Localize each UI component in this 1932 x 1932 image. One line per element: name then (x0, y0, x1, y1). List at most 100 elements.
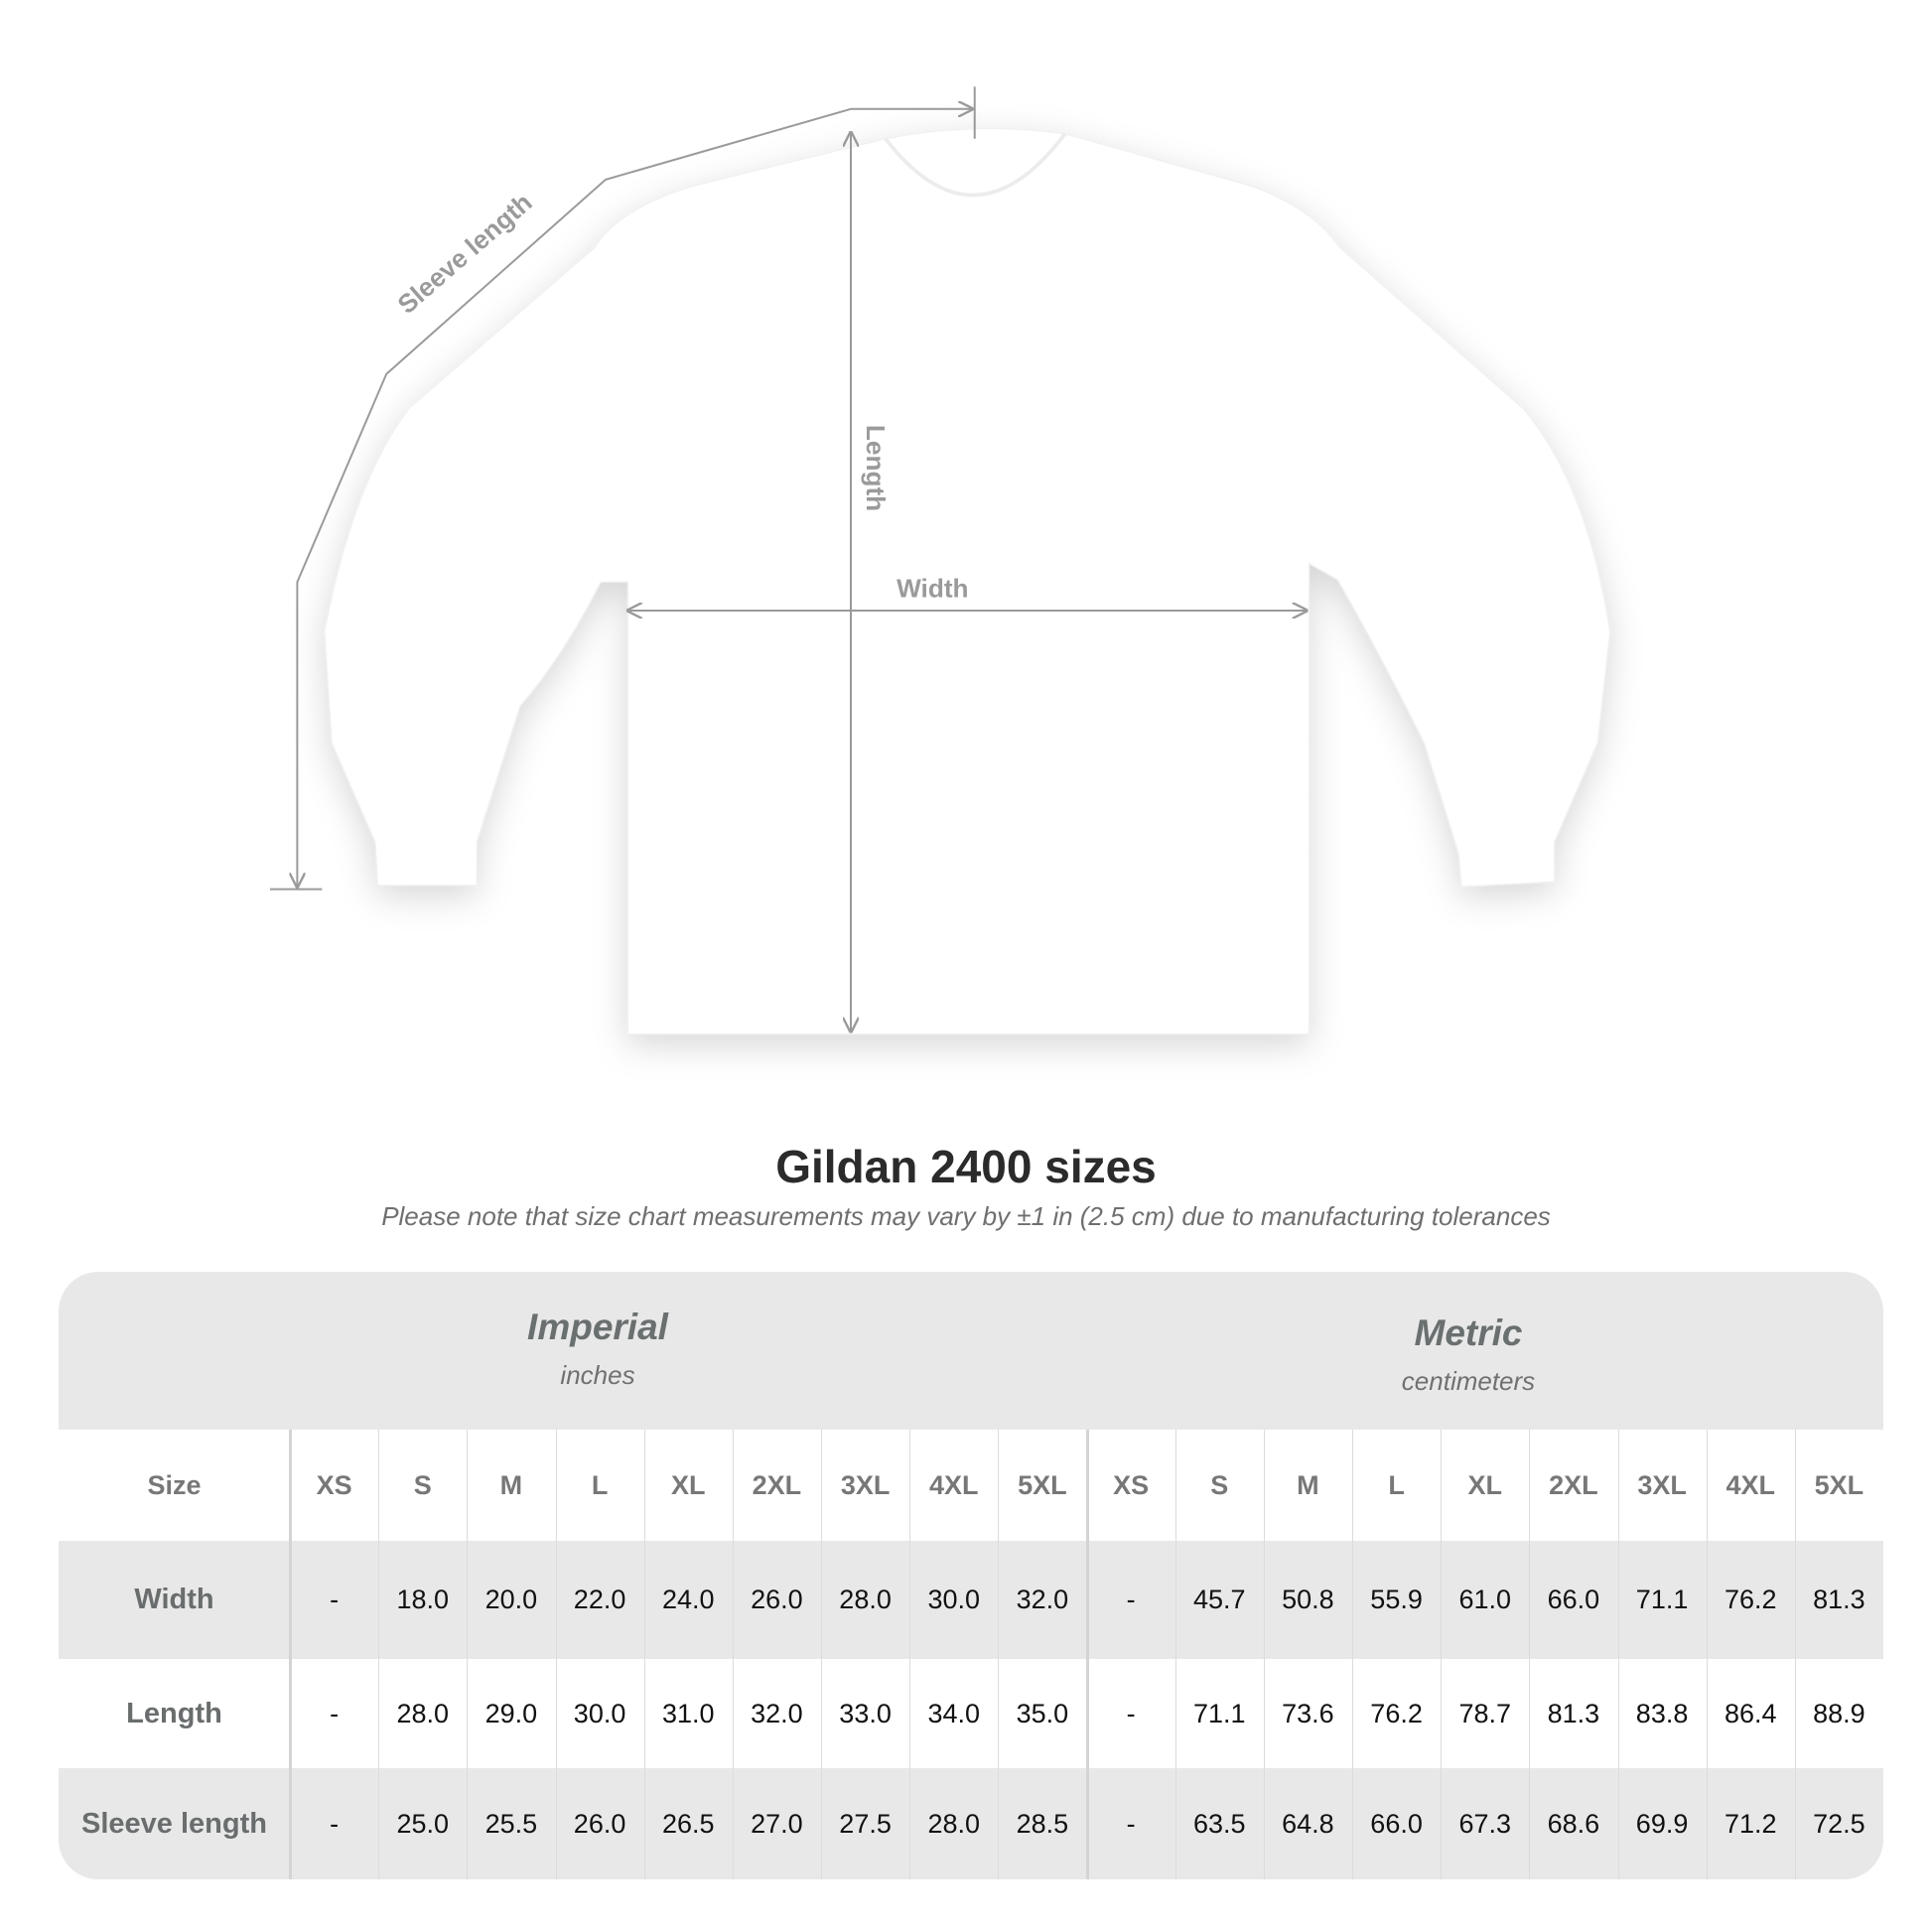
table-cell: 66.0 (1370, 1808, 1423, 1839)
size-header: Size (147, 1469, 202, 1500)
table-cell: 61.0 (1458, 1585, 1512, 1614)
table-cell: 28.0 (839, 1585, 892, 1614)
table-cell: 71.2 (1724, 1808, 1777, 1839)
metric-unit: centimeters (1401, 1366, 1536, 1396)
table-cell: 33.0 (839, 1698, 892, 1728)
table-cell: 28.0 (396, 1698, 450, 1728)
table-cell: 30.0 (927, 1585, 981, 1614)
column-divider (909, 1430, 911, 1879)
table-cell: 88.9 (1813, 1698, 1865, 1728)
table-cell: 81.3 (1547, 1698, 1600, 1728)
size-column-header: M (1297, 1469, 1319, 1500)
size-table: Imperial inches Metric centimeters Size … (59, 1272, 1883, 1879)
table-cell: 72.5 (1813, 1808, 1865, 1839)
table-cell: 31.0 (661, 1698, 715, 1728)
table-cell: - (1126, 1808, 1136, 1839)
size-column-header: 5XL (1814, 1469, 1864, 1500)
size-column-header: 4XL (1725, 1469, 1775, 1500)
table-cell: 81.3 (1813, 1585, 1865, 1614)
table-cell: 67.3 (1458, 1808, 1512, 1839)
size-column-header: 4XL (928, 1469, 979, 1500)
size-column-header: XL (670, 1469, 706, 1500)
table-cell: 20.0 (484, 1585, 538, 1614)
table-cell: 29.0 (484, 1698, 538, 1728)
table-cell: 45.7 (1192, 1585, 1246, 1614)
column-divider (732, 1430, 734, 1879)
imperial-unit: inches (560, 1360, 635, 1390)
table-cell: 76.2 (1370, 1698, 1423, 1728)
table-cell: 26.0 (751, 1585, 803, 1614)
table-cell: 26.0 (573, 1808, 626, 1839)
table-cell: - (330, 1698, 340, 1728)
column-divider (1263, 1430, 1265, 1879)
table-cell: 68.6 (1547, 1808, 1600, 1839)
row-band-width (59, 1541, 1883, 1659)
table-cell: - (330, 1808, 340, 1839)
column-divider (998, 1430, 1000, 1879)
column-divider (555, 1430, 557, 1879)
imperial-header: Imperial inches (399, 1307, 796, 1391)
metric-title: Metric (1414, 1312, 1523, 1353)
table-cell: 24.0 (661, 1585, 715, 1614)
table-cell: - (330, 1585, 340, 1614)
length-label: Length (861, 425, 891, 511)
size-column-header: 2XL (1549, 1469, 1598, 1500)
table-cell: - (1126, 1585, 1136, 1614)
sleeve-length-label: Sleeve length (392, 187, 538, 319)
size-column-header: S (413, 1469, 432, 1500)
column-divider (289, 1430, 292, 1879)
row-label: Length (126, 1697, 222, 1729)
table-cell: 73.6 (1282, 1698, 1334, 1728)
table-cell: 34.0 (927, 1698, 981, 1728)
column-divider (821, 1430, 822, 1879)
tolerance-note: Please note that size chart measurements… (381, 1201, 1551, 1231)
column-divider (1794, 1430, 1796, 1879)
table-cell: 76.2 (1724, 1585, 1777, 1614)
size-column-header: L (591, 1469, 609, 1500)
table-cell: 35.0 (1016, 1698, 1069, 1728)
size-column-header: XL (1467, 1469, 1502, 1500)
table-cell: 78.7 (1458, 1698, 1512, 1728)
table-cell: 86.4 (1724, 1698, 1777, 1728)
table-cell: 63.5 (1192, 1808, 1246, 1839)
table-cell: 66.0 (1547, 1585, 1600, 1614)
table-cell: 32.0 (1016, 1585, 1069, 1614)
column-divider (1706, 1430, 1708, 1879)
table-cell: 22.0 (573, 1585, 626, 1614)
column-divider (1529, 1430, 1531, 1879)
page-title: Gildan 2400 sizes (775, 1141, 1157, 1192)
table-cell: 27.0 (751, 1808, 803, 1839)
table-cell: 18.0 (396, 1585, 450, 1614)
table-cell: 25.5 (484, 1808, 538, 1839)
table-cell: 64.8 (1282, 1808, 1334, 1839)
size-column-header: XS (1113, 1469, 1150, 1500)
row-label: Width (134, 1584, 214, 1615)
size-column-header: 3XL (840, 1469, 891, 1500)
column-divider (1441, 1430, 1443, 1879)
size-column-header: L (1388, 1469, 1405, 1500)
table-cell: 69.9 (1635, 1808, 1689, 1839)
table-cell: 28.5 (1016, 1808, 1069, 1839)
size-column-header: S (1210, 1469, 1229, 1500)
column-divider (643, 1430, 645, 1879)
row-label: Sleeve length (81, 1807, 267, 1840)
table-cell: 71.1 (1635, 1585, 1689, 1614)
column-divider (1174, 1430, 1176, 1879)
size-column-header: 3XL (1637, 1469, 1687, 1500)
table-cell: 55.9 (1370, 1585, 1423, 1614)
table-cell: 71.1 (1192, 1698, 1246, 1728)
width-label: Width (897, 573, 968, 603)
table-cell: 32.0 (751, 1698, 803, 1728)
sleeve-measure-line (297, 107, 852, 887)
imperial-title: Imperial (527, 1307, 668, 1347)
size-column-header: 5XL (1018, 1469, 1067, 1500)
table-cell: 50.8 (1282, 1585, 1334, 1614)
table-cell: 27.5 (839, 1808, 892, 1839)
row-band-sleeve (59, 1768, 1883, 1879)
table-cell: 30.0 (573, 1698, 626, 1728)
column-divider (378, 1430, 380, 1879)
table-cell: 83.8 (1635, 1698, 1689, 1728)
table-cell: 26.5 (661, 1808, 715, 1839)
column-divider (1352, 1430, 1353, 1879)
